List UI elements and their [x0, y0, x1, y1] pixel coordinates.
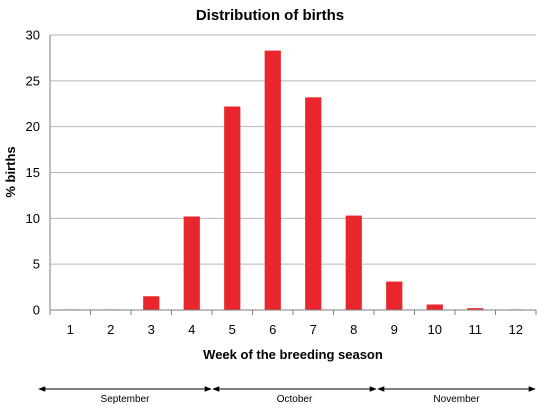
gridlines — [50, 34, 536, 265]
x-tick-label: 6 — [269, 322, 276, 337]
bar-week-9 — [386, 281, 403, 310]
x-tick-label: 4 — [188, 322, 195, 337]
x-axis-label: Week of the breeding season — [203, 347, 383, 362]
x-tick-label: 8 — [350, 322, 357, 337]
bars — [62, 50, 524, 310]
x-tick-label: 5 — [229, 322, 236, 337]
bar-week-6 — [264, 50, 281, 310]
chart-title: Distribution of births — [196, 7, 344, 24]
y-tick-label: 5 — [33, 257, 40, 272]
y-axis-label: % births — [3, 146, 18, 197]
x-tick-label: 12 — [509, 322, 523, 337]
x-tick-label: 7 — [310, 322, 317, 337]
month-brackets: September October November — [38, 386, 536, 404]
x-tick-label: 11 — [469, 322, 483, 337]
x-tick-label: 10 — [428, 322, 442, 337]
bar-week-4 — [183, 216, 200, 310]
bar-week-5 — [224, 106, 241, 310]
x-tick-label: 9 — [391, 322, 398, 337]
x-tick-label: 3 — [148, 322, 155, 337]
y-tick-label: 0 — [33, 303, 40, 318]
x-tick-label: 2 — [107, 322, 114, 337]
bar-week-11 — [467, 308, 484, 310]
x-tick-label: 1 — [67, 322, 74, 337]
bar-week-8 — [345, 215, 362, 310]
month-label-november: November — [433, 394, 480, 404]
month-label-september: September — [101, 394, 151, 404]
y-tick-label: 15 — [26, 165, 40, 180]
bar-week-10 — [426, 304, 443, 310]
y-tick-label: 20 — [26, 119, 40, 134]
y-tick-label: 30 — [26, 28, 40, 43]
y-tick-label: 10 — [26, 211, 40, 226]
month-label-october: October — [277, 394, 313, 404]
bar-week-7 — [305, 97, 322, 310]
y-tick-label: 25 — [26, 73, 40, 88]
bar-week-3 — [143, 296, 160, 310]
